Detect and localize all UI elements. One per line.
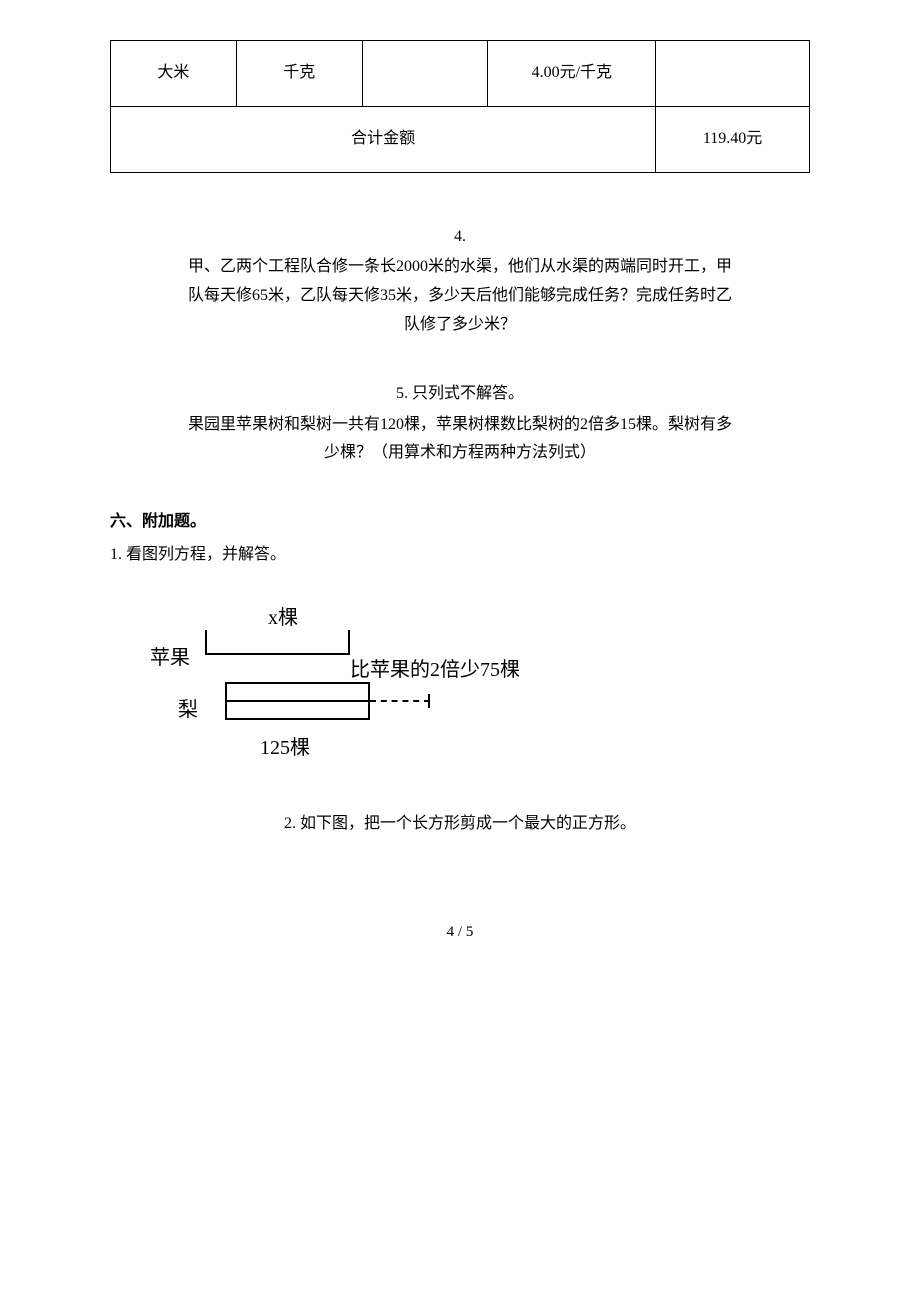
section-6-title: 六、附加题。 (110, 508, 810, 537)
section-6-item-1: 1. 看图列方程，并解答。 (110, 541, 810, 570)
table-row: 大米 千克 4.00元/千克 (111, 41, 810, 107)
cell-subtotal (656, 41, 810, 107)
problem-5: 5. 只列式不解答。 果园里苹果树和梨树一共有120棵，苹果树棵数比梨树的2倍多… (110, 380, 810, 468)
problem-4-text-line: 队修了多少米？ (110, 311, 810, 340)
diagram-pear-line-dashed (370, 700, 430, 702)
cell-qty (362, 41, 488, 107)
cell-total-value: 119.40元 (656, 106, 810, 172)
problem-4-number: 4. (110, 223, 810, 252)
problem-4: 4. 甲、乙两个工程队合修一条长2000米的水渠，他们从水渠的两端同时开工，甲 … (110, 223, 810, 340)
cell-price: 4.00元/千克 (488, 41, 656, 107)
table-row-total: 合计金额 119.40元 (111, 106, 810, 172)
problem-4-text-line: 队每天修65米，乙队每天修35米，多少天后他们能够完成任务？完成任务时乙 (110, 282, 810, 311)
section-6-item-2: 2. 如下图，把一个长方形剪成一个最大的正方形。 (110, 810, 810, 839)
diagram-125-label: 125棵 (260, 730, 310, 766)
diagram-pear-label: 梨 (178, 692, 198, 728)
problem-5-number: 5. 只列式不解答。 (110, 380, 810, 409)
diagram-apple-bracket (205, 630, 350, 655)
cell-unit: 千克 (236, 41, 362, 107)
diagram-pear-top-bracket (225, 682, 370, 700)
diagram-apple-label: 苹果 (150, 640, 190, 676)
diagram-pear-bottom-bracket (225, 702, 370, 720)
page-number: 4 / 5 (110, 919, 810, 946)
problem-5-text-line: 少棵？（用算术和方程两种方法列式） (110, 439, 810, 468)
tree-diagram: x棵 苹果 比苹果的2倍少75棵 梨 125棵 (150, 600, 550, 780)
problem-4-text-line: 甲、乙两个工程队合修一条长2000米的水渠，他们从水渠的两端同时开工，甲 (110, 253, 810, 282)
data-table: 大米 千克 4.00元/千克 合计金额 119.40元 (110, 40, 810, 173)
cell-item: 大米 (111, 41, 237, 107)
cell-total-label: 合计金额 (111, 106, 656, 172)
diagram-note: 比苹果的2倍少75棵 (350, 652, 520, 688)
diagram-pear-end-tick (428, 694, 430, 708)
problem-5-text-line: 果园里苹果树和梨树一共有120棵，苹果树棵数比梨树的2倍多15棵。梨树有多 (110, 411, 810, 440)
